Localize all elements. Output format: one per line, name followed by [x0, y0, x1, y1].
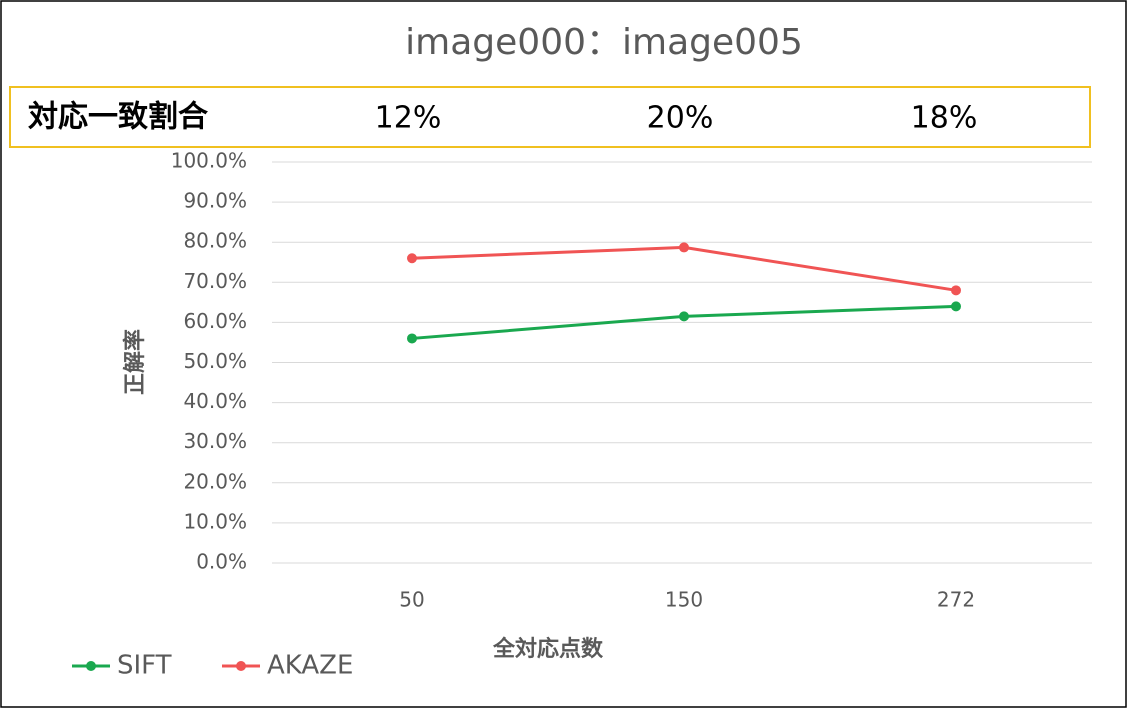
y-tick-label: 50.0%	[183, 349, 247, 373]
data-point	[679, 242, 689, 253]
annotation-label: 対応一致割合	[28, 100, 208, 135]
data-point	[407, 333, 417, 344]
y-axis-title: 正解率	[122, 329, 148, 395]
chart-title: image000：image005	[405, 22, 803, 63]
y-tick-label: 70.0%	[183, 269, 247, 293]
data-point	[679, 311, 689, 322]
y-tick-label: 10.0%	[183, 509, 247, 533]
legend-marker	[236, 661, 246, 671]
y-tick-label: 0.0%	[196, 550, 247, 574]
data-point	[951, 285, 961, 296]
legend-marker	[86, 661, 96, 671]
data-point	[951, 301, 961, 312]
y-tick-label: 30.0%	[183, 429, 247, 453]
annotation-value: 12%	[375, 101, 442, 136]
y-tick-label: 40.0%	[183, 389, 247, 413]
annotation-value: 20%	[647, 101, 714, 136]
y-tick-label: 100.0%	[171, 149, 247, 173]
legend-label: SIFT	[117, 651, 172, 681]
y-tick-label: 90.0%	[183, 189, 247, 213]
x-tick-label: 272	[937, 588, 975, 612]
x-axis-title: 全対応点数	[492, 636, 604, 662]
y-tick-label: 20.0%	[183, 469, 247, 493]
annotation-value: 18%	[911, 101, 978, 136]
y-tick-label: 60.0%	[183, 309, 247, 333]
y-tick-label: 80.0%	[183, 229, 247, 253]
annotation-box	[9, 86, 1091, 148]
legend-label: AKAZE	[267, 651, 353, 681]
x-tick-label: 150	[665, 588, 703, 612]
x-tick-label: 50	[399, 588, 424, 612]
data-point	[407, 253, 417, 264]
